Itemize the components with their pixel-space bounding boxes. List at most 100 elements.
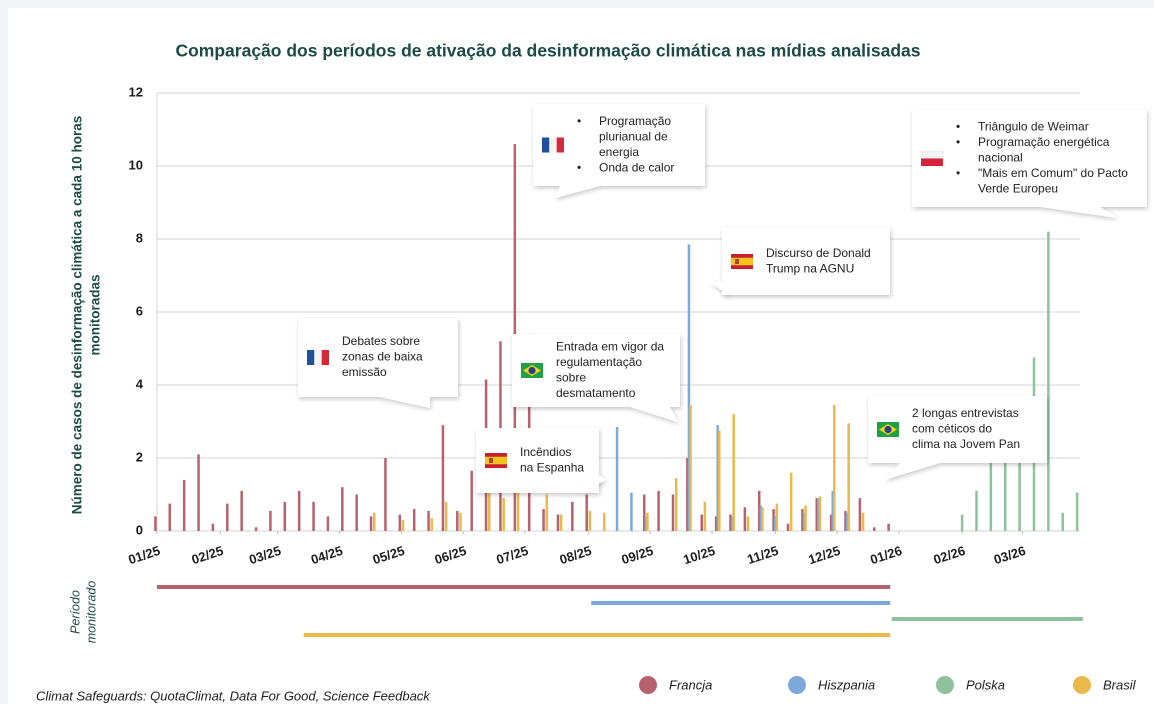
bar	[1018, 458, 1021, 531]
bar	[444, 501, 448, 531]
bar	[459, 512, 462, 531]
bar	[689, 405, 692, 531]
flag	[921, 158, 943, 166]
annotation-text: zonas de baixa	[342, 350, 423, 364]
annotation-text: clima na Jovem Pan	[912, 437, 1020, 451]
bar	[746, 516, 750, 531]
annotation-text: sobre	[556, 370, 586, 384]
annotation-text: desmatamento	[556, 386, 636, 400]
flag	[735, 259, 739, 264]
callout-tail-cover	[380, 397, 430, 408]
bar	[441, 425, 445, 531]
flag	[321, 350, 329, 365]
bullet: •	[956, 135, 960, 149]
bar	[761, 507, 764, 531]
bar	[154, 516, 157, 531]
bar	[1003, 458, 1007, 531]
annotation-text: Discurso de Donald	[766, 246, 871, 260]
bar	[168, 503, 172, 531]
bar	[312, 501, 315, 531]
flag	[920, 150, 944, 159]
bar	[687, 244, 691, 531]
annotation-text: nacional	[978, 151, 1023, 165]
bar	[716, 425, 719, 531]
annotation-text: emissão	[342, 365, 387, 379]
bar	[786, 523, 790, 531]
callout-tail-cover	[580, 475, 606, 493]
callout-tail-cover	[630, 407, 678, 422]
flag	[485, 456, 507, 465]
bar	[211, 523, 215, 531]
legend-marker	[639, 676, 657, 694]
bar	[369, 516, 373, 531]
bar	[671, 494, 675, 531]
flag	[307, 350, 315, 365]
bar	[847, 423, 850, 531]
y-tick-label: 2	[136, 449, 143, 464]
bar	[283, 501, 287, 531]
bullet: •	[956, 166, 960, 180]
callout-box	[912, 110, 1147, 207]
bar	[829, 514, 833, 531]
annotation-text: Debates sobre	[342, 334, 420, 348]
y-tick-label: 12	[129, 84, 143, 99]
bar	[861, 512, 865, 531]
bar	[657, 490, 660, 531]
bar	[412, 509, 416, 531]
bar	[844, 510, 847, 531]
period-label: Período	[68, 590, 82, 634]
bar	[430, 518, 434, 531]
bar	[757, 490, 761, 531]
bar	[615, 426, 619, 531]
bar	[730, 516, 734, 531]
bar	[887, 523, 890, 531]
bar	[642, 494, 646, 531]
bar	[743, 507, 747, 531]
y-tick-label: 6	[136, 303, 143, 318]
bar	[269, 510, 272, 531]
bar	[718, 430, 721, 531]
bar	[588, 510, 592, 531]
bar	[254, 527, 258, 531]
bar	[1047, 231, 1050, 531]
bar	[845, 512, 849, 531]
bar	[297, 490, 301, 531]
y-tick-label: 0	[136, 522, 143, 537]
bar	[240, 490, 243, 531]
bar	[398, 514, 402, 531]
bullet: •	[956, 120, 960, 134]
period-label: monitorado	[84, 581, 98, 644]
bar	[759, 505, 763, 531]
y-tick-label: 4	[136, 376, 144, 391]
bar	[772, 509, 775, 531]
legend-label: Polska	[966, 677, 1005, 692]
flag	[314, 350, 322, 365]
bar	[559, 514, 563, 531]
bar	[585, 494, 588, 531]
bar	[545, 494, 549, 531]
bar	[714, 516, 718, 531]
legend-marker	[936, 676, 954, 694]
bar	[802, 512, 806, 531]
annotation-text: Trump na AGNU	[766, 261, 854, 275]
bar	[775, 503, 779, 531]
flag	[528, 366, 536, 375]
bar	[686, 458, 689, 531]
flag	[542, 137, 550, 153]
y-axis-label: Número de casos de desinformação climáti…	[70, 116, 85, 514]
bullet: •	[577, 114, 581, 128]
bar	[732, 414, 735, 531]
annotation-text: Incêndios	[520, 445, 571, 459]
flag	[556, 137, 564, 153]
callout-tail-cover	[1040, 207, 1118, 218]
annotation-text: Triângulo de Weimar	[978, 120, 1089, 134]
bar	[804, 505, 807, 531]
bar	[470, 470, 473, 531]
bar	[700, 514, 703, 531]
annotation-text: Programação energética	[978, 135, 1110, 149]
bar	[833, 405, 836, 531]
annotation-text: energia	[599, 145, 639, 159]
